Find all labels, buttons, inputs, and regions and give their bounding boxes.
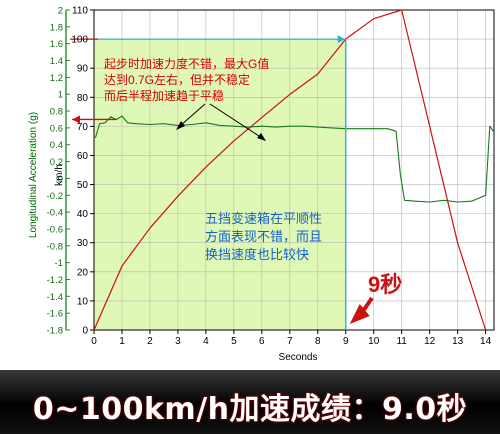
plot-frame: [93, 9, 495, 331]
acceleration-tick-label: 0.6: [50, 123, 63, 134]
acceleration-tick-label: -1.2: [47, 275, 63, 286]
max-g-arrowhead: [72, 115, 80, 124]
x-axis-label: Seconds: [279, 352, 318, 363]
acceleration-tick-label: 1.8: [50, 22, 63, 33]
callout-top-line: 达到0.7G左右，但并不稳定: [104, 72, 250, 87]
x-tick-label: 13: [452, 336, 464, 347]
speed-tick-label: 10: [77, 296, 89, 307]
acceleration-tick-label: 0.8: [50, 107, 63, 118]
acceleration-tick-label: 0: [58, 174, 63, 185]
acceleration-tick-label: 1.6: [50, 39, 63, 50]
time-9s-label: 9秒: [368, 272, 402, 297]
result-banner: 0~100km/h加速成绩：9.0秒: [0, 370, 500, 434]
callout-middle-line: 换挡速度也比较快: [205, 247, 309, 262]
speed-tick-label: 80: [77, 93, 89, 104]
time-9s-arrowhead: [349, 304, 370, 324]
y-axis-label-speed: km/h: [54, 164, 65, 186]
x-tick-label: 9: [343, 336, 349, 347]
acceleration-tick-label: 2: [58, 6, 63, 17]
acceleration-tick-label: 1.4: [50, 56, 63, 67]
grid: [93, 9, 494, 331]
callout-pointer: [179, 103, 206, 127]
callout-middle-line: 五挡变速箱在平顺性: [205, 211, 322, 226]
acceleration-tick-label: -1.8: [47, 326, 63, 337]
speed-tick-label: 0: [82, 326, 88, 337]
x-tick-label: 2: [147, 336, 153, 347]
callout-pointer: [209, 103, 263, 139]
callout-top-line: 起步时加速力度不错，最大G值: [104, 56, 269, 71]
acceleration-tick-label: -0.4: [47, 208, 63, 219]
callout-pointer-head: [176, 121, 185, 130]
acceleration-tick-label: -0.8: [47, 241, 63, 252]
result-text: 0~100km/h加速成绩：9.0秒: [32, 392, 468, 427]
acceleration-tick-label: -0.2: [47, 191, 63, 202]
x-tick-label: 1: [119, 336, 125, 347]
x-tick-label: 3: [175, 336, 181, 347]
speed-tick-label: 60: [77, 151, 89, 162]
x-tick-label: 6: [259, 336, 265, 347]
x-tick-label: 11: [396, 336, 407, 347]
speed-line: [93, 9, 487, 331]
acceleration-line: [94, 115, 495, 203]
y-axis-label-acceleration: Longitudinal Acceleration (g): [28, 112, 39, 238]
callout-middle-line: 方面表现不错，而且: [205, 229, 322, 244]
acceleration-tick-label: 1: [58, 90, 63, 101]
x-tick-label: 10: [368, 336, 380, 347]
acceleration-tick-label: 0.4: [50, 140, 63, 151]
x-tick-label: 7: [287, 336, 293, 347]
callout-top-line: 而后半程加速趋于平稳: [104, 88, 224, 103]
speed-tick-label: 90: [77, 64, 89, 75]
callout-pointer-head: [257, 133, 266, 141]
time-9s-arrow: [362, 296, 374, 312]
speed-tick-label: 20: [77, 267, 89, 278]
x-tick-label: 14: [480, 336, 492, 347]
x-tick-label: 8: [315, 336, 321, 347]
x-tick-label: 12: [424, 336, 436, 347]
x-tick-label: 5: [231, 336, 237, 347]
x-tick-label: 4: [203, 336, 209, 347]
speed-tick-label: 100: [71, 35, 88, 46]
acceleration-tick-label: -1.6: [47, 309, 63, 320]
acceleration-tick-label: -1: [55, 258, 63, 269]
acceleration-tick-label: -0.6: [47, 224, 63, 235]
acceleration-chart: 起步时加速力度不错，最大G值达到0.7G左右，但并不稳定而后半程加速趋于平稳五挡…: [28, 5, 495, 363]
series-layer: [93, 9, 495, 331]
speed-100-arrowhead: [337, 35, 345, 44]
speed-tick-label: 110: [72, 6, 88, 17]
x-tick-label: 0: [91, 336, 97, 347]
acceleration-tick-label: 1.2: [50, 73, 63, 84]
speed-tick-label: 40: [77, 209, 89, 220]
annotations: 起步时加速力度不错，最大G值达到0.7G左右，但并不稳定而后半程加速趋于平稳五挡…: [70, 35, 402, 330]
speed-tick-label: 70: [77, 122, 89, 133]
speed-tick-label: 30: [77, 238, 89, 249]
acceleration-tick-label: -1.4: [47, 292, 63, 303]
speed-tick-label: 50: [77, 180, 89, 191]
acceleration-tick-label: 0.2: [50, 157, 63, 168]
tick-labels: 0 1 2 3 4 5 6 7 8 9 10 11 12 13 1401020304050607080901…: [47, 6, 492, 348]
axes: [65, 9, 495, 334]
